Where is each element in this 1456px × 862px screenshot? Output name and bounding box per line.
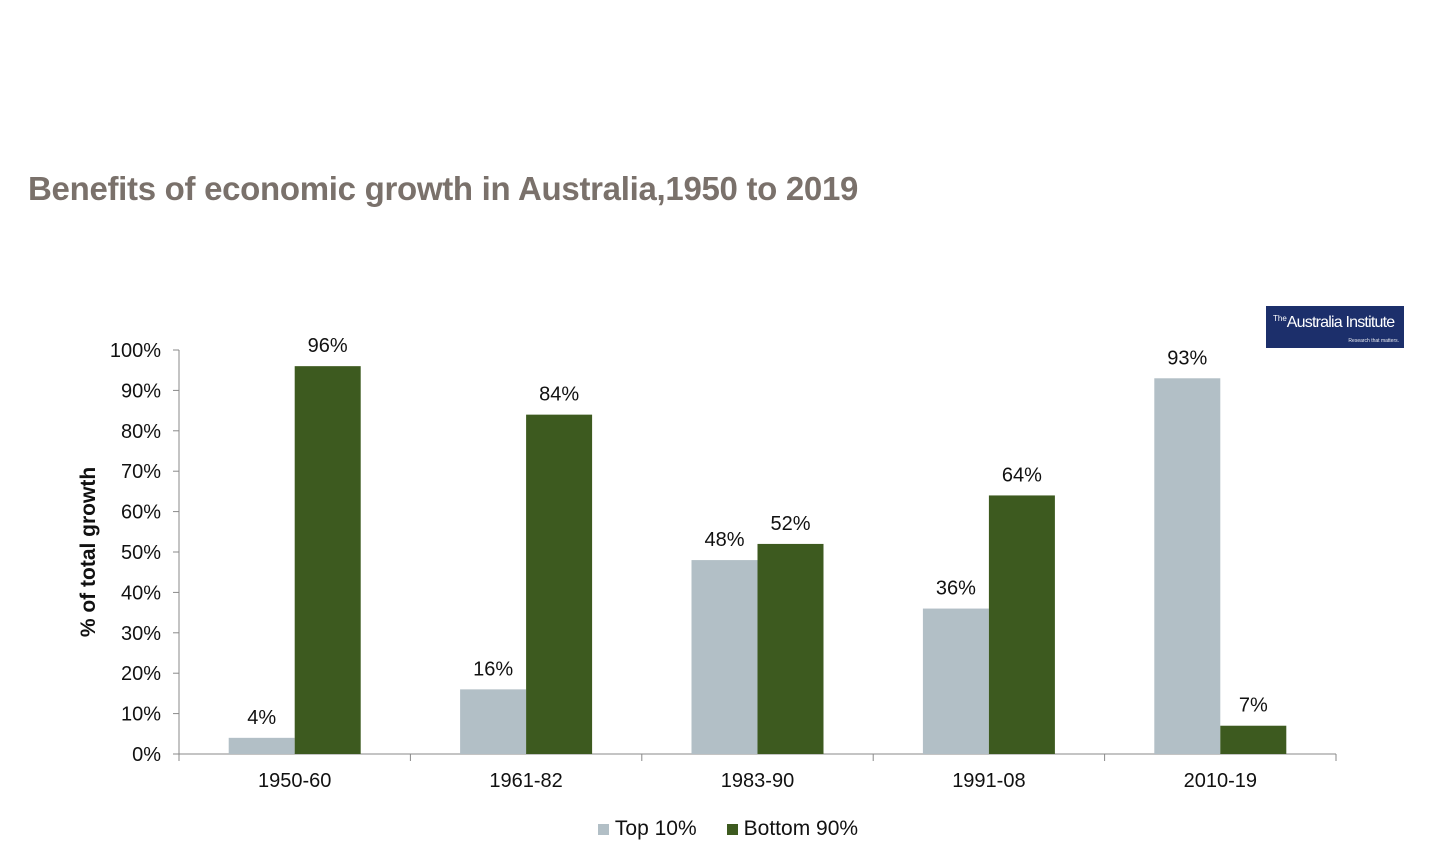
chart-legend: Top 10% Bottom 90% xyxy=(0,817,1456,841)
y-tick-label: 20% xyxy=(121,663,161,685)
bar-bottom90-1991-08 xyxy=(988,495,1055,754)
y-tick-label: 60% xyxy=(121,502,161,524)
chart-axes: 0% 10% 20% 30% 40% 50% 60% 70% 80% 90% 100% % of to… xyxy=(77,340,1337,792)
bar-top10-1983-90 xyxy=(691,560,758,754)
x-tick-label: 1991-08 xyxy=(952,770,1025,792)
legend-item-top10: Top 10% xyxy=(597,817,697,841)
data-label-top10-2010-19: 93% xyxy=(1167,347,1207,369)
y-tick-label: 90% xyxy=(121,380,161,402)
y-axis-title: % of total growth xyxy=(77,467,100,637)
logo-name: TheAustralia Institute xyxy=(1273,314,1395,332)
bar-bottom90-2010-19 xyxy=(1220,725,1287,754)
legend-swatch-bottom90 xyxy=(726,823,738,835)
data-label-top10-1961-82: 16% xyxy=(473,658,513,680)
x-tick-label: 2010-19 xyxy=(1184,770,1257,792)
legend-item-bottom90: Bottom 90% xyxy=(726,817,859,841)
data-label-bottom90-1991-08: 64% xyxy=(1002,464,1042,486)
legend-label-top10: Top 10% xyxy=(614,817,697,840)
bar-bottom90-1983-90 xyxy=(757,543,824,754)
bar-top10-1961-82 xyxy=(460,689,527,754)
data-label-bottom90-2010-19: 7% xyxy=(1239,695,1268,717)
y-tick-label: 70% xyxy=(121,461,161,483)
bar-top10-1950-60 xyxy=(228,737,295,754)
data-label-top10-1950-60: 4% xyxy=(247,707,276,729)
bar-bottom90-1961-82 xyxy=(526,414,593,754)
legend-label-bottom90: Bottom 90% xyxy=(743,817,859,840)
logo-text: Australia Institute xyxy=(1286,314,1395,331)
logo-the: The xyxy=(1273,314,1287,323)
bar-bottom90-1950-60 xyxy=(294,366,361,754)
chart-data-labels: 4% 16% 48% 36% 93% 96% 84% 52% 64% 7% xyxy=(247,335,1268,729)
y-tick-label: 100% xyxy=(110,340,161,362)
y-tick-label: 50% xyxy=(121,542,161,564)
y-tick-label: 10% xyxy=(121,704,161,726)
data-label-bottom90-1961-82: 84% xyxy=(539,384,579,406)
bar-top10-2010-19 xyxy=(1154,378,1221,754)
legend-swatch-top10 xyxy=(597,823,609,835)
y-tick-label: 30% xyxy=(121,623,161,645)
x-tick-label: 1961-82 xyxy=(489,770,562,792)
bar-top10-1991-08 xyxy=(922,608,989,754)
x-tick-label: 1950-60 xyxy=(258,770,331,792)
y-tick-label: 40% xyxy=(121,582,161,604)
chart-title: Benefits of economic growth in Australia… xyxy=(28,170,859,207)
data-label-bottom90-1950-60: 96% xyxy=(308,335,348,357)
australia-institute-logo: TheAustralia Institute Research that mat… xyxy=(1266,306,1404,348)
y-tick-label: 80% xyxy=(121,421,161,443)
data-label-top10-1991-08: 36% xyxy=(936,578,976,600)
logo-tagline: Research that matters. xyxy=(1348,338,1399,344)
x-tick-label: 1983-90 xyxy=(721,770,794,792)
data-label-top10-1983-90: 48% xyxy=(704,529,744,551)
y-tick-label: 0% xyxy=(132,744,161,766)
chart-bars xyxy=(228,366,1287,754)
data-label-bottom90-1983-90: 52% xyxy=(770,513,810,535)
